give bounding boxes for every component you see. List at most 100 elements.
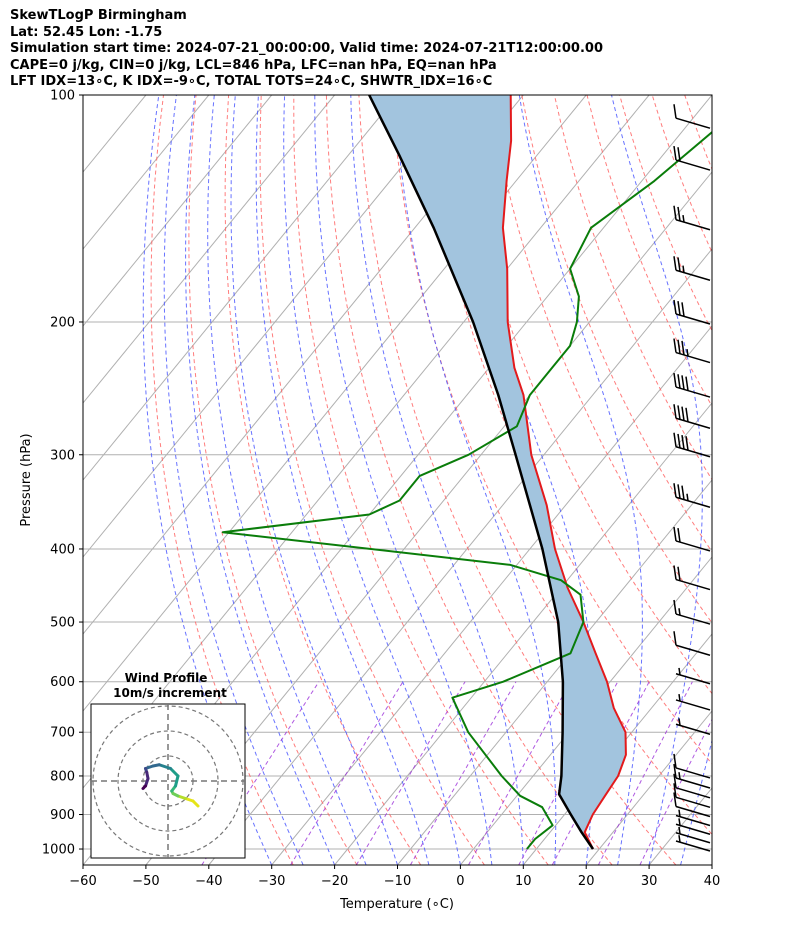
barb-shaft: [675, 723, 711, 735]
isotherm-line: [83, 95, 461, 558]
barb-half-flag: [678, 718, 681, 726]
barb-shaft: [675, 832, 711, 844]
wind-barb: [673, 104, 711, 129]
isotherm-line: [648, 787, 712, 865]
barb-half-flag: [686, 348, 689, 357]
moist-adiabat: [283, 95, 461, 865]
barb-flag: [681, 375, 685, 390]
wind-barb: [673, 483, 711, 508]
barb-shaft: [675, 613, 711, 625]
series: [221, 95, 712, 850]
isotherm-line: [271, 325, 712, 865]
barb-flag: [677, 374, 681, 389]
x-tick-label: 0: [456, 874, 464, 889]
x-tick-label: 30: [641, 874, 658, 889]
barb-flag: [673, 773, 677, 788]
y-tick-label: 600: [50, 675, 75, 690]
barb-flag: [673, 256, 677, 271]
params-line-1: CAPE=0 j/kg, CIN=0 j/kg, LCL=846 hPa, LF…: [10, 57, 497, 73]
barb-flag: [685, 376, 689, 391]
hodograph-ring: [117, 730, 219, 832]
barb-flag: [681, 435, 685, 450]
barb-flag: [677, 257, 681, 272]
wind-barb: [673, 773, 711, 799]
x-axis-label: Temperature (∘C): [339, 897, 454, 912]
barb-flag: [685, 407, 689, 422]
wind-barb: [673, 792, 711, 818]
wind-barb: [673, 205, 711, 231]
barb-flag: [677, 405, 681, 420]
hodograph-title: Wind Profile: [125, 671, 208, 685]
dry-adiabat: [325, 95, 613, 865]
temperature-profile: [501, 95, 627, 850]
barb-flag: [681, 406, 685, 421]
wind-barb: [675, 835, 711, 852]
hodograph-segment: [157, 763, 172, 770]
axes-ticks: −60 −50 −40 −30 −20 −10 0 10 20 30 40 100 200 300 400 5…: [42, 89, 720, 890]
barb-shaft: [675, 540, 711, 552]
moist-adiabat: [230, 95, 398, 865]
barb-flag: [677, 566, 681, 581]
wind-barb: [673, 526, 711, 552]
dry-adiabat: [651, 95, 712, 254]
barb-shaft: [675, 417, 711, 429]
barb-flag: [673, 104, 677, 119]
barb-shaft: [675, 823, 711, 835]
location-line: Lat: 52.45 Lon: -1.75: [10, 24, 163, 40]
wind-barb: [673, 256, 711, 281]
moist-adiabat: [394, 95, 557, 865]
y-tick-label: 500: [50, 616, 75, 631]
y-axis-label: Pressure (hPa): [19, 433, 34, 526]
chart-title: SkewTLogP Birmingham: [10, 8, 187, 23]
x-tick-label: 10: [515, 874, 532, 889]
dry-adiabat: [717, 95, 794, 865]
wind-barbs: [673, 104, 711, 852]
barb-shaft: [675, 673, 711, 685]
barb-flag: [673, 753, 677, 769]
wind-barb: [675, 718, 711, 735]
x-tick-label: −30: [258, 874, 285, 889]
isotherm-line: [83, 95, 524, 635]
cin-area: [369, 95, 626, 849]
barb-shaft: [675, 313, 711, 325]
moist-adiabat: [207, 95, 367, 865]
isotherm-line: [83, 95, 335, 404]
isotherm-line: [585, 710, 712, 865]
barb-shaft: [675, 117, 711, 129]
barb-flag: [677, 147, 681, 162]
barb-half-flag: [682, 265, 685, 273]
barb-shaft: [675, 219, 711, 231]
barb-shaft: [675, 159, 711, 171]
wind-barb: [673, 145, 711, 171]
barb-shaft: [675, 644, 711, 656]
barb-flag: [673, 432, 677, 447]
wind-barb: [675, 826, 711, 844]
barb-flag: [677, 433, 681, 449]
dry-adiabat: [293, 95, 549, 865]
wind-barb: [673, 599, 711, 625]
dry-adiabat: [456, 95, 712, 695]
barb-flag: [673, 526, 677, 542]
isotherm-line: [711, 864, 712, 865]
barb-shaft: [675, 805, 711, 818]
barb-flag: [673, 299, 677, 315]
barb-flag: [677, 301, 681, 316]
mixing-ratio-line: [355, 681, 466, 865]
isotherm-line: [334, 402, 712, 865]
y-tick-label: 100: [50, 89, 75, 104]
hodograph-segment: [169, 767, 180, 778]
barb-shaft: [675, 446, 711, 458]
x-tick-label: 40: [704, 874, 721, 889]
x-tick-label: −10: [384, 874, 411, 889]
y-tick-label: 300: [50, 448, 75, 463]
mixing-ratio-line: [290, 681, 404, 865]
wind-barb: [673, 783, 711, 809]
barb-half-flag: [678, 667, 681, 676]
mixing-ratio-line: [597, 681, 693, 865]
barb-half-flag: [678, 772, 681, 780]
barb-flag: [681, 340, 685, 356]
wind-barb: [675, 809, 711, 827]
barb-flag: [681, 302, 685, 317]
dry-adiabat: [619, 95, 712, 332]
